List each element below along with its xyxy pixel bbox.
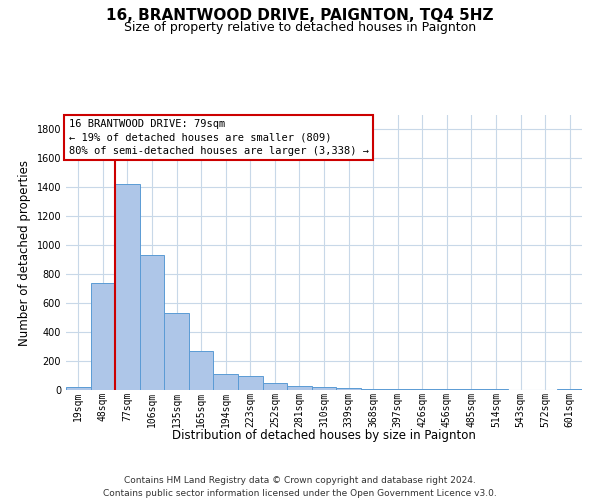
Bar (385, 388, 410, 390)
Bar (189, 351, 214, 390)
Bar (263, 383, 287, 390)
Bar (140, 254, 164, 390)
Bar (91, 283, 115, 390)
Bar (214, 374, 238, 390)
Text: Contains HM Land Registry data © Crown copyright and database right 2024.
Contai: Contains HM Land Registry data © Crown c… (103, 476, 497, 498)
Text: 16, BRANTWOOD DRIVE, PAIGNTON, TQ4 5HZ: 16, BRANTWOOD DRIVE, PAIGNTON, TQ4 5HZ (106, 8, 494, 22)
Bar (238, 376, 263, 390)
Bar (115, 184, 140, 390)
Text: 16 BRANTWOOD DRIVE: 79sqm
← 19% of detached houses are smaller (809)
80% of semi: 16 BRANTWOOD DRIVE: 79sqm ← 19% of detac… (68, 119, 368, 156)
Y-axis label: Number of detached properties: Number of detached properties (18, 160, 31, 346)
Text: Size of property relative to detached houses in Paignton: Size of property relative to detached ho… (124, 21, 476, 34)
Bar (361, 388, 385, 390)
X-axis label: Distribution of detached houses by size in Paignton: Distribution of detached houses by size … (172, 430, 476, 442)
Bar (336, 388, 361, 390)
Bar (66, 387, 91, 390)
Bar (287, 386, 312, 390)
Bar (312, 387, 336, 390)
Bar (164, 314, 189, 390)
